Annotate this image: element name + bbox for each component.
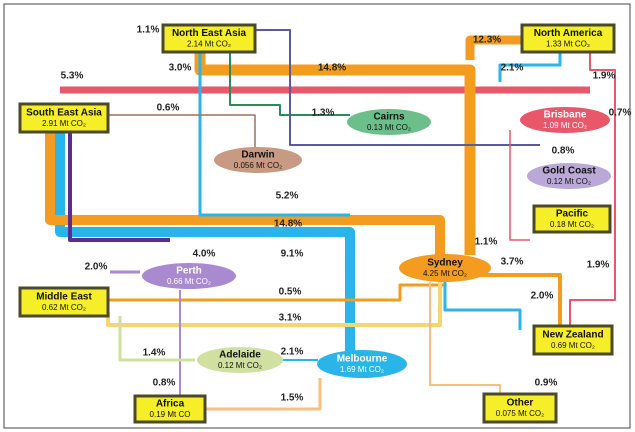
node-name: South East Asia (26, 108, 102, 119)
flow-percent: 1.5% (281, 393, 304, 404)
node-name: Darwin (241, 150, 274, 161)
flow-percent: 0.7% (609, 108, 632, 119)
flow-percent: 3.7% (501, 257, 524, 268)
flow-percent: 4.0% (193, 249, 216, 260)
node-name: Adelaide (219, 350, 261, 361)
region-box (133, 394, 207, 424)
flow-percent: 14.8% (318, 63, 346, 74)
node-name: Cairns (373, 112, 405, 123)
city-node (399, 254, 491, 282)
node-value: 2.91 Mt CO₂ (42, 119, 86, 128)
node-name: Other (507, 398, 534, 409)
flow-percent: 0.8% (153, 378, 176, 389)
flow-percent: 12.3% (473, 35, 501, 46)
flow-percent: 1.4% (143, 348, 166, 359)
node-value: 0.12 Mt CO₂ (547, 177, 591, 186)
node-value: 0.18 Mt CO₂ (550, 220, 594, 229)
node-name: North America (534, 28, 603, 39)
region-box (532, 324, 614, 356)
flow-percent: 2.1% (501, 63, 524, 74)
node-name: Sydney (427, 258, 463, 269)
node-value: 1.69 Mt CO₂ (340, 365, 384, 374)
flow-percent: 2.1% (281, 347, 304, 358)
node-value: 0.66 Mt CO₂ (167, 277, 211, 286)
flow-percent: 14.8% (274, 219, 302, 230)
node-value: 0.69 Mt CO₂ (551, 341, 595, 350)
node-name: Melbourne (337, 354, 388, 365)
flow-percent: 0.9% (535, 378, 558, 389)
flow-percent: 1.1% (475, 237, 498, 248)
node-value: 1.33 Mt CO₂ (546, 40, 590, 49)
flow-lines (45, 29, 616, 411)
city-node (347, 109, 431, 135)
node-value: 4.25 Mt CO₂ (423, 269, 467, 278)
node-value: 0.13 Mt CO₂ (367, 123, 411, 132)
flow-percent: 0.8% (552, 146, 575, 157)
flow-percent: 1.1% (137, 25, 160, 36)
node-value: 0.056 Mt CO₂ (234, 161, 282, 170)
city-node (520, 107, 610, 133)
node-name: Middle East (36, 292, 92, 303)
city-node (527, 163, 611, 189)
node-value: 0.62 Mt CO₂ (42, 303, 86, 312)
region-box (520, 23, 616, 54)
flow-percent: 1.9% (587, 260, 610, 271)
flow-percent: 0.5% (279, 287, 302, 298)
node-value: 0.075 Mt CO₂ (496, 409, 544, 418)
node-name: Brisbane (544, 110, 587, 121)
flow-percent: 3.0% (169, 63, 192, 74)
region-box (18, 286, 110, 318)
city-node (142, 263, 236, 289)
flow-percent: 5.3% (61, 71, 84, 82)
region-box (532, 204, 612, 234)
city-node (214, 147, 302, 173)
node-value: 2.14 Mt CO₂ (187, 40, 231, 49)
region-box (161, 23, 257, 54)
node-name: New Zealand (542, 330, 603, 341)
region-box (18, 102, 110, 134)
flow-percent: 2.0% (531, 291, 554, 302)
node-name: Africa (156, 399, 185, 410)
node-name: Pacific (556, 209, 589, 220)
node-name: North East Asia (172, 28, 247, 39)
city-node (317, 350, 407, 378)
flow-percent: 1.3% (312, 108, 335, 119)
city-node (197, 347, 283, 373)
node-value: 0.12 Mt CO₂ (218, 361, 262, 370)
region-box (482, 392, 558, 424)
flow-percent: 5.2% (276, 191, 299, 202)
node-value: 0.19 Mt CO (150, 410, 191, 419)
node-value: 1.09 Mt CO₂ (543, 121, 587, 130)
flow-percent: 3.1% (279, 313, 302, 324)
flow-percent: 0.6% (157, 103, 180, 114)
flow-percent: 9.1% (281, 249, 304, 260)
node-name: Gold Coast (542, 166, 596, 177)
node-name: Perth (176, 266, 202, 277)
flow-percent: 1.9% (593, 71, 616, 82)
flow-percent: 2.0% (85, 262, 108, 273)
flow-labels: 1.1% 3.0% 5.3% 0.6% 14.8% 12.3% 2.1% 1.9% 0.7% 1.… (61, 25, 632, 404)
